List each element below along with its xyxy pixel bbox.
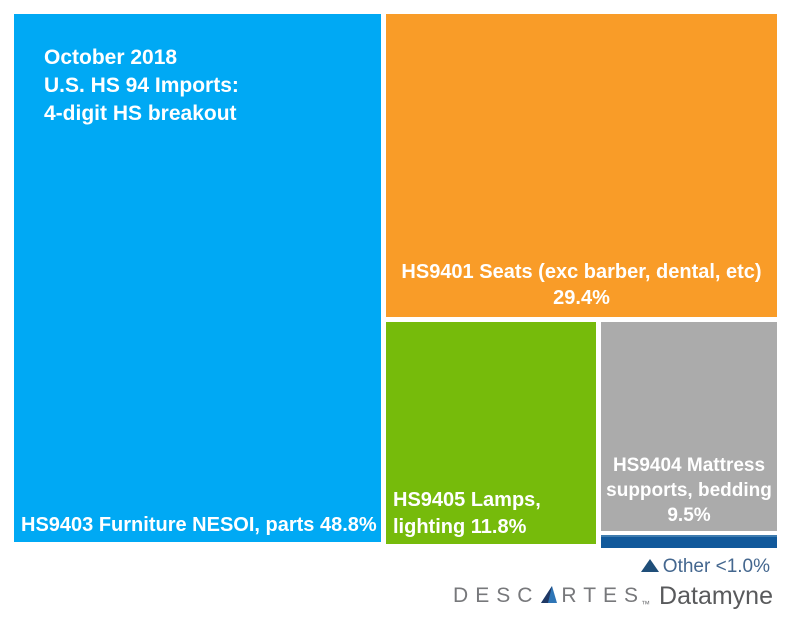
trademark-symbol: ™	[641, 599, 651, 609]
tile-label-hs9401: HS9401 Seats (exc barber, dental, etc) 2…	[401, 259, 761, 317]
tile-label-hs9405-line2: lighting 11.8%	[393, 516, 527, 538]
legend-other: Other <1.0%	[640, 556, 770, 578]
treemap-tile-hs9401-seats: HS9401 Seats (exc barber, dental, etc) 2…	[386, 14, 777, 317]
tile-label-hs9404-line2: supports, bedding	[606, 480, 772, 501]
tile-label-hs9405: HS9405 Lamps, lighting 11.8%	[393, 487, 541, 541]
legend-other-label: Other <1.0%	[662, 556, 770, 577]
tile-label-hs9403: HS9403 Furniture NESOI, parts 48.8%	[21, 514, 377, 536]
treemap-tile-hs9403-furniture: October 2018 U.S. HS 94 Imports: 4-digit…	[14, 14, 381, 542]
logo-text-datamyne: Datamyne	[659, 582, 773, 610]
tile-label-hs9404: HS9404 Mattress supports, bedding 9.5%	[606, 453, 772, 531]
tile-label-hs9401-line1: HS9401 Seats (exc barber, dental, etc)	[401, 261, 762, 283]
chart-title: October 2018 U.S. HS 94 Imports: 4-digit…	[44, 44, 239, 128]
tile-label-hs9404-line1: HS9404 Mattress	[612, 455, 766, 476]
treemap-tile-hs9404-mattress: HS9404 Mattress supports, bedding 9.5%	[601, 322, 777, 531]
chart-title-line2: U.S. HS 94 Imports:	[44, 74, 239, 97]
treemap-tile-other	[601, 535, 777, 548]
descartes-triangle-icon	[540, 585, 558, 609]
chart-title-line3: 4-digit HS breakout	[44, 102, 237, 125]
tile-label-hs9405-line1: HS9405 Lamps,	[393, 489, 541, 511]
treemap-tile-hs9405-lamps: HS9405 Lamps, lighting 11.8%	[386, 322, 596, 544]
chart-title-line1: October 2018	[44, 46, 178, 69]
tile-label-hs9404-pct: 9.5%	[667, 505, 711, 526]
tile-label-hs9401-pct: 29.4%	[553, 287, 610, 309]
descartes-datamyne-logo: DESC RTES ™ Datamyne	[453, 583, 773, 609]
triangle-up-icon	[640, 559, 659, 572]
logo-text-rtes: RTES	[561, 584, 646, 607]
logo-text-desc: DESC	[453, 584, 540, 607]
